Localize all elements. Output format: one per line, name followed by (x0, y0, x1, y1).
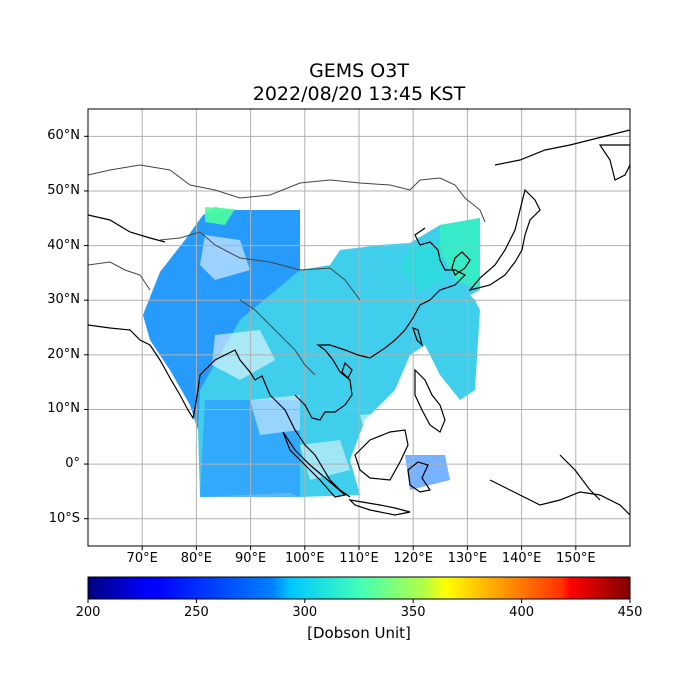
coast-philippines (414, 368, 446, 433)
colorbar-tick-label: 300 (292, 605, 318, 620)
lon-tick-label: 90°E (234, 551, 267, 566)
lon-tick-label: 120°E (393, 551, 433, 566)
coast-russia-east (494, 129, 630, 166)
lon-tick-label: 110°E (339, 551, 379, 566)
coast-korea (451, 251, 471, 276)
ozone-field-high-north (205, 207, 235, 225)
map-subtitle-datetime: 2022/08/20 13:45 KST (252, 83, 466, 105)
lat-tick-label: 40°N (47, 237, 80, 253)
lat-tick-label: 20°N (47, 346, 80, 362)
coast-sumatra (282, 431, 347, 498)
colorbar-tick-label: 200 (75, 605, 101, 620)
lat-tick-label: 50°N (47, 182, 80, 198)
lat-tick-label: 10°S (48, 510, 80, 526)
axis-ticks (84, 135, 577, 550)
coast-new-guinea (489, 479, 630, 516)
ozone-field-korea (400, 240, 445, 290)
border-russia-mongolia-china (88, 164, 486, 223)
lon-tick-label: 100°E (285, 551, 325, 566)
colorbar-unit-label: [Dobson Unit] (307, 624, 411, 642)
coast-india (88, 324, 351, 498)
colorbar (87, 576, 631, 600)
ozone-data-layer (143, 207, 480, 497)
lat-tick-label: 0° (65, 456, 80, 472)
border-myanmar (239, 299, 316, 376)
coastlines (88, 129, 630, 516)
lon-tick-label: 80°E (180, 551, 213, 566)
cloud-gap (200, 235, 250, 280)
coast-borneo (354, 429, 409, 481)
border-afghanistan (88, 261, 151, 291)
colorbar-ticks (87, 599, 631, 603)
colorbar-tick-label: 350 (400, 605, 426, 620)
coast-java (348, 499, 411, 516)
ozone-field-low-west (143, 210, 300, 430)
cloud-gap (360, 410, 430, 450)
lat-tick-label: 60°N (47, 128, 80, 144)
coast-japan (468, 188, 541, 292)
cloud-gap (300, 440, 350, 480)
coast-sulawesi (407, 461, 431, 493)
coast-kamchatka (598, 144, 630, 181)
colorbar-tick-label: 400 (509, 605, 534, 620)
coast-hainan (341, 361, 353, 380)
lon-tick-label: 140°E (501, 551, 542, 566)
coast-taiwan (412, 326, 424, 348)
lat-tick-label: 30°N (47, 292, 80, 308)
colorbar-tick-label: 450 (617, 605, 643, 620)
map-title: GEMS O3T (309, 60, 409, 82)
coast-se-asia-china (294, 227, 467, 421)
country-borders (88, 164, 486, 376)
lon-tick-label: 70°E (126, 551, 158, 566)
lat-tick-label: 10°N (47, 401, 80, 417)
lon-tick-label: 150°E (556, 551, 596, 566)
border-himalaya (159, 231, 361, 301)
cloud-gap (250, 395, 300, 435)
lon-tick-label: 130°E (447, 551, 488, 566)
ozone-field-low-pacific (405, 455, 450, 490)
coast-islands-east (559, 454, 601, 501)
coast-caspian-area (88, 214, 166, 243)
colorbar-tick-label: 250 (183, 605, 209, 620)
